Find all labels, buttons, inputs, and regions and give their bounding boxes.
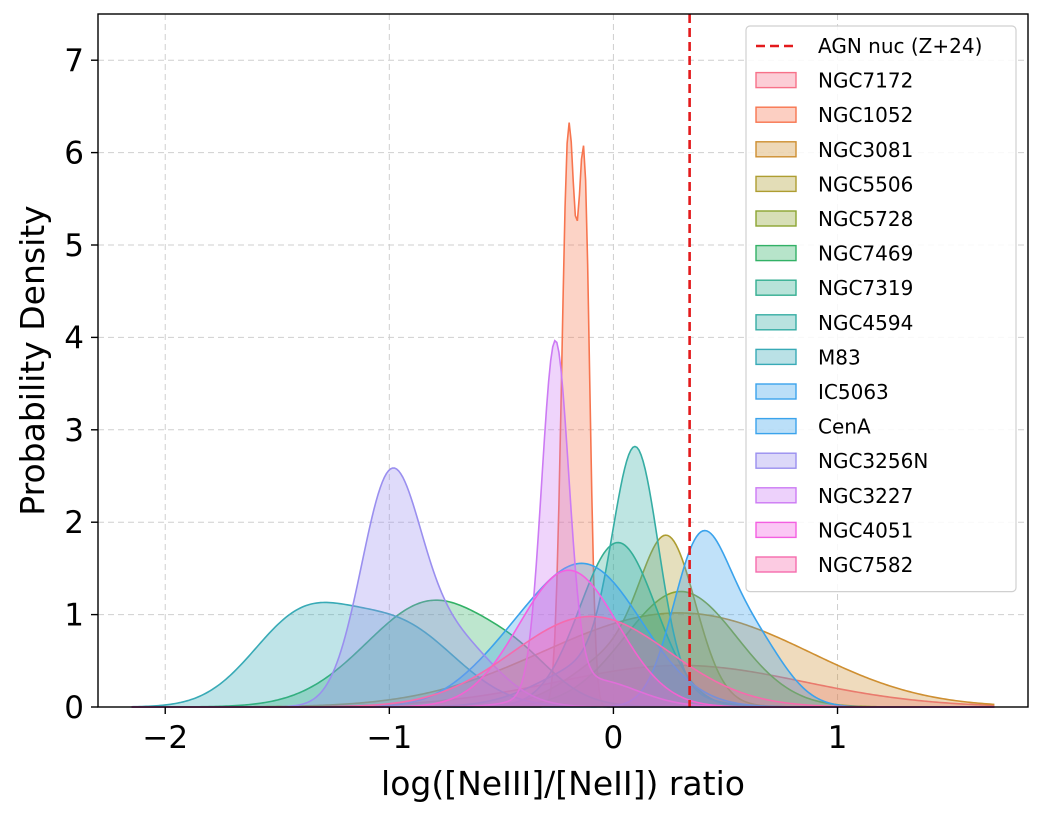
density-fill-ngc7582 (131, 616, 995, 707)
legend-label-ngc3081: NGC3081 (818, 138, 913, 162)
axis-ticks: −2 −1 0 1 0 1 2 3 4 5 6 7 (64, 43, 847, 756)
density-fill-ngc3081 (131, 612, 995, 707)
density-fill-ngc1052 (131, 122, 995, 708)
y-tick-label: 7 (64, 43, 84, 79)
legend-label-ngc4594: NGC4594 (818, 311, 913, 335)
legend-label-ic5063: IC5063 (818, 380, 889, 404)
x-tick-label: 0 (604, 720, 624, 756)
legend: AGN nuc (Z+24) NGC7172 NGC1052 NGC3081 NGC55… (745, 25, 1017, 593)
density-fill-cena (131, 563, 995, 707)
legend-label-m83: M83 (818, 345, 861, 369)
legend-swatch-ngc3256n (755, 452, 797, 469)
legend-label-ngc1052: NGC1052 (818, 103, 913, 127)
legend-label-ngc7319: NGC7319 (818, 276, 913, 300)
x-tick-label: −2 (142, 720, 188, 756)
density-fill-ngc7172 (131, 665, 995, 707)
y-tick-label: 6 (64, 136, 84, 172)
y-tick-label: 1 (64, 598, 84, 634)
legend-swatch-ngc4594 (755, 314, 797, 331)
legend-label-ngc3256n: NGC3256N (818, 449, 928, 473)
legend-swatch-ngc1052 (755, 106, 797, 123)
legend-swatch-ngc5728 (755, 210, 797, 227)
legend-label-ngc7172: NGC7172 (818, 69, 913, 93)
y-axis-label: Probability Density (13, 205, 52, 515)
legend-label-ngc5506: NGC5506 (818, 172, 913, 196)
density-fill-ngc7319 (131, 542, 995, 707)
x-tick-label: 1 (828, 720, 848, 756)
legend-label-cena: CenA (818, 415, 871, 439)
density-fill-ic5063 (131, 530, 995, 707)
y-tick-label: 2 (64, 505, 84, 541)
x-tick-label: −1 (366, 720, 412, 756)
x-axis-label: log([NeIII]/[NeII]) ratio (381, 764, 745, 803)
y-tick-label: 4 (64, 320, 84, 356)
legend-swatch-ngc7469 (755, 244, 797, 262)
legend-label-agn-nuc: AGN nuc (Z+24) (818, 34, 982, 58)
density-series (131, 122, 995, 708)
legend-swatch-ngc7582 (755, 556, 797, 573)
legend-label-ngc4051: NGC4051 (818, 518, 913, 542)
legend-swatch-cena (755, 417, 797, 435)
legend-swatch-ic5063 (755, 383, 797, 400)
density-fill-ngc4051 (131, 570, 995, 707)
legend-label-ngc5728: NGC5728 (818, 207, 913, 231)
y-tick-label: 3 (64, 413, 84, 449)
legend-swatch-m83 (755, 348, 797, 366)
legend-swatch-ngc4051 (755, 521, 797, 539)
density-fill-ngc3227 (131, 340, 995, 707)
density-fill-ngc3256n (131, 468, 995, 707)
y-tick-label: 0 (64, 690, 84, 726)
density-fill-ngc7469 (131, 600, 995, 707)
legend-swatch-ngc5506 (755, 175, 797, 193)
legend-box (745, 25, 1017, 593)
legend-swatch-ngc7319 (755, 279, 797, 296)
legend-label-ngc7582: NGC7582 (818, 553, 913, 577)
legend-label-ngc3227: NGC3227 (818, 484, 913, 508)
plot-frame (97, 13, 1029, 708)
legend-label-ngc7469: NGC7469 (818, 242, 913, 266)
legend-swatch-ngc7172 (755, 71, 797, 89)
legend-swatch-ngc3081 (755, 141, 797, 158)
legend-swatch-ngc3227 (755, 487, 797, 504)
y-tick-label: 5 (64, 228, 84, 264)
